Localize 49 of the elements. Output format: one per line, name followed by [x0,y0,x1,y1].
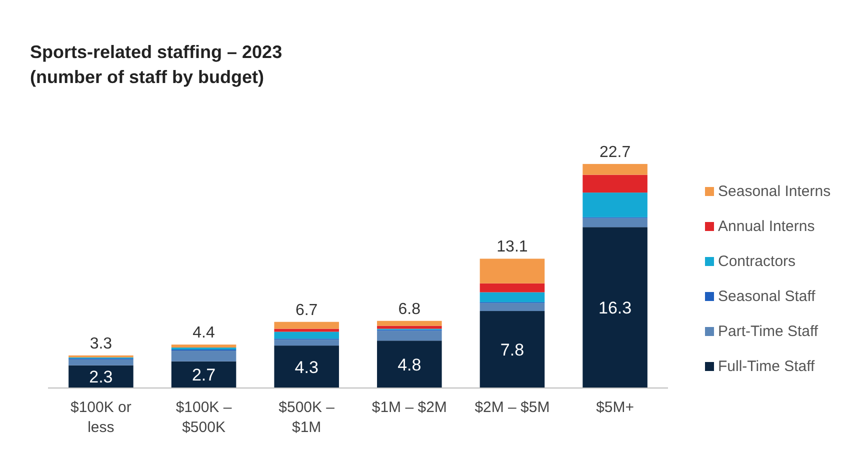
chart-title: Sports-related staffing – 2023 [30,42,282,62]
bar [480,258,545,284]
bar [377,326,442,329]
x-tick-label: $100K or less [70,399,132,436]
total-label: 3.3 [90,335,112,352]
bar [582,192,648,218]
bar [274,322,339,329]
x-tick-label: $1M – $2M [372,399,447,416]
legend-label: Full-Time Staff [718,358,816,375]
bar [171,361,236,388]
total-label: 4.4 [192,324,215,342]
bar [171,344,236,348]
legend-label: Annual Interns [718,218,815,235]
data-label: 7.8 [500,340,524,360]
bar [480,283,545,292]
data-label: 4.8 [398,355,422,374]
bar [480,303,545,312]
bar [377,340,442,388]
chart-subtitle: (number of staff by budget) [30,67,264,87]
bar [377,320,442,326]
bar [480,292,545,302]
data-label: 2.3 [89,368,113,387]
data-label: 2.7 [192,366,216,385]
bar [68,359,134,366]
total-label: 6.7 [295,302,318,319]
bar [582,174,648,193]
total-label: 6.8 [398,300,421,318]
bar [171,350,236,362]
x-tick-label: $5M+ [596,399,634,416]
bar [582,164,648,175]
data-label: 16.3 [598,298,632,318]
legend-label: Seasonal Interns [718,183,831,200]
bar [377,330,442,341]
x-tick-label: $500K – $1M [278,399,336,436]
bar [480,311,545,388]
total-label: 22.7 [599,144,631,161]
x-tick-label: $100K – $500K [176,399,232,436]
total-label: 13.1 [496,238,528,256]
legend-label: Contractors [718,253,796,270]
legend-label: Part-Time Staff [718,323,819,340]
bar [582,218,648,228]
bar [68,365,134,388]
x-tick-label: $2M – $5M [474,399,550,416]
bar [274,346,339,388]
bar [274,332,339,339]
bar [274,340,339,346]
legend-label: Seasonal Staff [718,288,816,305]
data-label: 4.3 [294,358,318,377]
bar [582,227,648,388]
